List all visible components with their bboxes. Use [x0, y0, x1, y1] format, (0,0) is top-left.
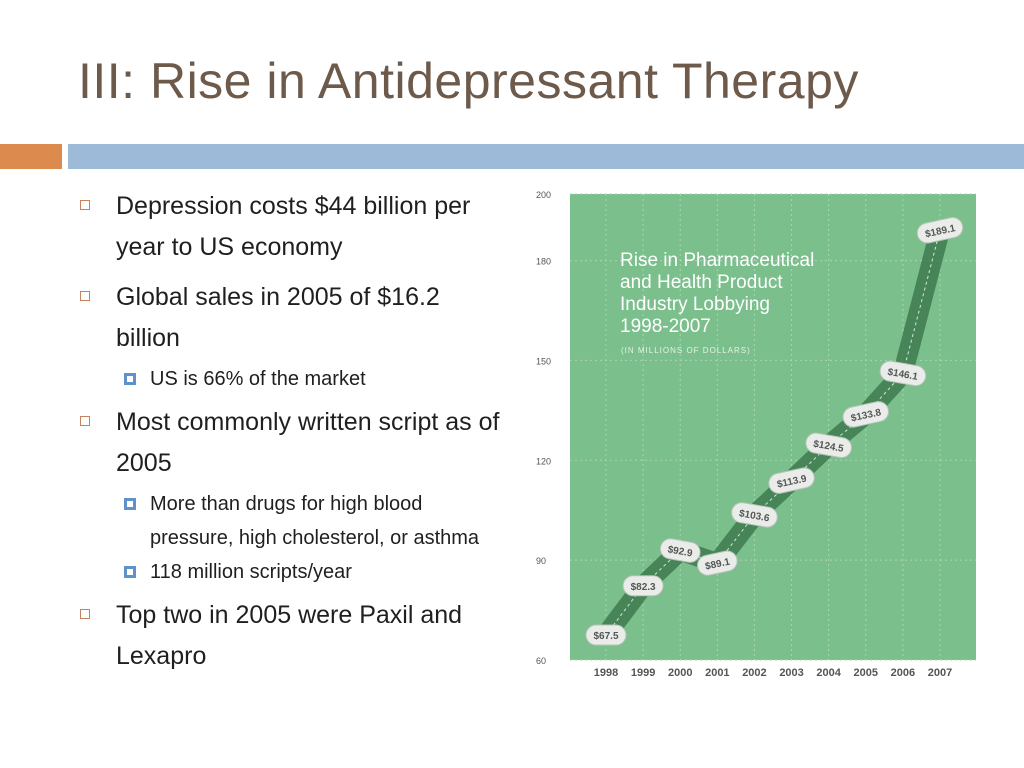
data-label: $103.6 — [738, 508, 770, 524]
x-tick-label: 2001 — [705, 667, 729, 679]
data-point: $124.5 — [805, 432, 852, 459]
data-point: $113.9 — [768, 467, 815, 494]
data-point: $67.5 — [585, 624, 627, 646]
chart-subtitle: (IN MILLIONS OF DOLLARS) — [621, 346, 751, 355]
data-label-pill — [622, 575, 664, 597]
data-label-pill — [731, 502, 778, 528]
bullet-text: Most commonly written script as of 2005 — [116, 408, 500, 477]
x-tick-label: 2002 — [742, 667, 766, 679]
filled-square-bullet-icon — [124, 498, 136, 510]
y-tick-label: 90 — [536, 556, 546, 566]
square-bullet-icon — [80, 200, 90, 210]
slide-title: III: Rise in Antidepressant Therapy — [78, 53, 859, 109]
y-tick-label: 200 — [536, 190, 551, 200]
filled-square-bullet-icon — [124, 373, 136, 385]
orange-accent-bar — [0, 144, 62, 169]
x-tick-label: 2000 — [668, 667, 692, 679]
data-label-pill — [879, 360, 927, 387]
chart-title-line: Industry Lobbying — [620, 294, 770, 315]
lobbying-chart: 60 90 120 150 180 200 1998 1999 2000 2001 2002 2003… — [528, 180, 978, 680]
sub-bullet-item: More than drugs for high blood pressure,… — [80, 487, 510, 555]
data-point: $82.3 — [622, 575, 664, 597]
x-tick-label: 2006 — [891, 667, 915, 679]
data-label-pill — [805, 432, 852, 459]
square-bullet-icon — [80, 291, 90, 301]
data-label: $146.1 — [887, 367, 919, 383]
data-point: $92.9 — [659, 538, 701, 563]
data-label-pill — [585, 624, 627, 646]
sub-bullet-text: US is 66% of the market — [150, 368, 366, 390]
chart-svg: 60 90 120 150 180 200 1998 1999 2000 2001 2002 2003… — [536, 190, 976, 679]
square-bullet-icon — [80, 416, 90, 426]
bullet-text: Depression costs $44 billion per year to… — [116, 192, 471, 261]
filled-square-bullet-icon — [124, 566, 136, 578]
square-bullet-icon — [80, 609, 90, 619]
data-label-pill — [768, 467, 815, 494]
x-tick-label: 1999 — [631, 667, 655, 679]
chart-title-line: Rise in Pharmaceutical — [620, 250, 814, 271]
data-label-pill — [659, 538, 701, 563]
y-tick-label: 60 — [536, 656, 546, 666]
x-tick-label: 1998 — [594, 667, 618, 679]
data-point: $146.1 — [879, 360, 927, 387]
series-line — [605, 230, 941, 636]
x-tick-label: 2007 — [928, 667, 952, 679]
y-tick-label: 180 — [536, 257, 551, 267]
bullet-item: Most commonly written script as of 2005 — [80, 402, 510, 484]
x-tick-label: 2004 — [816, 667, 841, 679]
data-label: $67.5 — [593, 631, 618, 642]
bullet-list: Depression costs $44 billion per year to… — [80, 186, 510, 686]
data-point: $133.8 — [842, 401, 889, 428]
bullet-text: Global sales in 2005 of $16.2 billion — [116, 283, 440, 352]
data-point: $89.1 — [697, 550, 738, 576]
data-point: $189.1 — [916, 217, 964, 244]
data-label: $89.1 — [704, 557, 731, 573]
bullet-item: Depression costs $44 billion per year to… — [80, 186, 510, 268]
data-label-pill — [916, 217, 964, 244]
sub-bullet-item: US is 66% of the market — [80, 362, 510, 396]
chart-title-line: and Health Product — [620, 272, 783, 293]
data-label: $92.9 — [667, 544, 694, 559]
data-label: $124.5 — [812, 439, 844, 455]
y-tick-label: 150 — [536, 356, 551, 366]
sub-bullet-item: 118 million scripts/year — [80, 555, 510, 589]
data-label: $82.3 — [631, 582, 656, 593]
x-tick-label: 2005 — [854, 667, 878, 679]
chart-title-line: 1998-2007 — [620, 316, 711, 337]
bullet-item: Global sales in 2005 of $16.2 billion — [80, 277, 510, 359]
bullet-text: Top two in 2005 were Paxil and Lexapro — [116, 601, 463, 670]
x-tick-label: 2003 — [779, 667, 803, 679]
blue-accent-bar — [68, 144, 1024, 169]
sub-bullet-text: More than drugs for high blood pressure,… — [150, 493, 480, 549]
bullet-item: Top two in 2005 were Paxil and Lexapro — [80, 595, 510, 677]
y-tick-label: 120 — [536, 456, 551, 466]
data-label-pill — [697, 550, 738, 576]
data-point: $103.6 — [731, 502, 778, 528]
data-label-pill — [842, 401, 889, 428]
sub-bullet-text: 118 million scripts/year — [150, 561, 352, 583]
